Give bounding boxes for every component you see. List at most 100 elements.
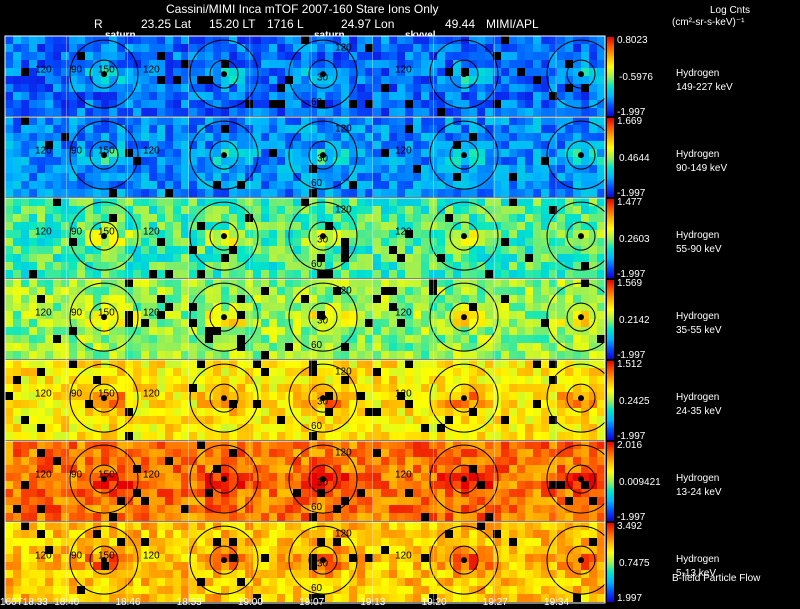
- heatmap-cell: [533, 522, 541, 530]
- heatmap-cell: [597, 408, 605, 416]
- heatmap-cell: [589, 351, 597, 359]
- heatmap-cell: [349, 424, 357, 432]
- heatmap-cell: [285, 327, 293, 335]
- heatmap-cell: [437, 44, 445, 52]
- heatmap-cell: [261, 522, 269, 530]
- heatmap-cell: [461, 376, 469, 384]
- heatmap-cell: [253, 570, 261, 578]
- heatmap-cell: [549, 384, 557, 392]
- heatmap-cell: [453, 546, 461, 554]
- heatmap-cell: [133, 327, 141, 335]
- heatmap-cell: [173, 416, 181, 424]
- heatmap-cell: [205, 343, 213, 351]
- heatmap-cell: [237, 246, 245, 254]
- heatmap-cell: [181, 570, 189, 578]
- heatmap-cell: [349, 262, 357, 270]
- heatmap-cell: [373, 173, 381, 181]
- heatmap-cell: [357, 262, 365, 270]
- heatmap-cell: [69, 279, 77, 287]
- heatmap-cell: [165, 489, 173, 497]
- heatmap-cell: [405, 287, 413, 295]
- heatmap-cell: [61, 400, 69, 408]
- heatmap-cell: [429, 319, 437, 327]
- heatmap-cell: [173, 465, 181, 473]
- heatmap-cell: [181, 335, 189, 343]
- heatmap-cell: [61, 457, 69, 465]
- heatmap-cell: [557, 376, 565, 384]
- heatmap-cell: [237, 303, 245, 311]
- contour-ring: [89, 464, 119, 494]
- heatmap-cell: [373, 189, 381, 197]
- heatmap-cell: [181, 198, 189, 206]
- field-dot: [101, 476, 107, 483]
- heatmap-cell: [541, 222, 549, 230]
- heatmap-cell: [517, 384, 525, 392]
- heatmap-cell: [509, 530, 517, 538]
- heatmap-cell: [165, 52, 173, 60]
- heatmap-cell: [261, 181, 269, 189]
- contour-ring: [189, 444, 259, 514]
- heatmap-cell: [149, 44, 157, 52]
- heatmap-cell: [165, 238, 173, 246]
- heatmap-cell: [37, 432, 45, 440]
- heatmap-cell: [597, 149, 605, 157]
- heatmap-cell: [405, 117, 413, 125]
- heatmap-cell: [285, 254, 293, 262]
- heatmap-cell: [29, 206, 37, 214]
- heatmap-cell: [493, 408, 501, 416]
- heatmap-cell: [141, 351, 149, 359]
- heatmap-cell: [389, 141, 397, 149]
- heatmap-cell: [261, 36, 269, 44]
- heatmap-cell: [293, 562, 301, 570]
- heatmap-cell: [173, 513, 181, 521]
- heatmap-cell: [365, 279, 373, 287]
- heatmap-cell: [93, 481, 101, 489]
- heatmap-cell: [477, 173, 485, 181]
- heatmap-cell: [197, 416, 205, 424]
- field-dot: [221, 71, 227, 78]
- heatmap-cell: [501, 230, 509, 238]
- heatmap-cell: [397, 287, 405, 295]
- heatmap-cell: [181, 206, 189, 214]
- heatmap-cell: [541, 262, 549, 270]
- heatmap-cell: [229, 432, 237, 440]
- heatmap-cell: [477, 279, 485, 287]
- heatmap-cell: [549, 125, 557, 133]
- heatmap-cell: [181, 457, 189, 465]
- heatmap-cell: [261, 513, 269, 521]
- heatmap-cell: [61, 108, 69, 116]
- heatmap-cell: [5, 189, 13, 197]
- heatmap-cell: [293, 441, 301, 449]
- heatmap-cell: [117, 530, 125, 538]
- heatmap-cell: [389, 376, 397, 384]
- heatmap-cell: [125, 100, 133, 108]
- heatmap-cell: [405, 335, 413, 343]
- heatmap-cell: [181, 84, 189, 92]
- heatmap-cell: [29, 408, 37, 416]
- heatmap-cell: [37, 335, 45, 343]
- heatmap-cell: [509, 36, 517, 44]
- heatmap-cell: [285, 497, 293, 505]
- heatmap-cell: [349, 238, 357, 246]
- heatmap-cell: [349, 198, 357, 206]
- heatmap-cell: [45, 52, 53, 60]
- heatmap-cell: [213, 198, 221, 206]
- heatmap-cell: [429, 562, 437, 570]
- heatmap-cell: [213, 206, 221, 214]
- heatmap-cell: [77, 125, 85, 133]
- heatmap-cell: [117, 416, 125, 424]
- heatmap-cell: [197, 311, 205, 319]
- heatmap-cell: [381, 108, 389, 116]
- heatmap-cell: [69, 311, 77, 319]
- heatmap-cell: [125, 68, 133, 76]
- heatmap-cell: [453, 554, 461, 562]
- heatmap-cell: [85, 538, 93, 546]
- heatmap-cell: [165, 400, 173, 408]
- heatmap-cell: [21, 76, 29, 84]
- heatmap-cell: [453, 343, 461, 351]
- heatmap-cell: [597, 392, 605, 400]
- heatmap-cell: [389, 522, 397, 530]
- heatmap-cell: [333, 133, 341, 141]
- heatmap-cell: [589, 165, 597, 173]
- heatmap-cell: [333, 408, 341, 416]
